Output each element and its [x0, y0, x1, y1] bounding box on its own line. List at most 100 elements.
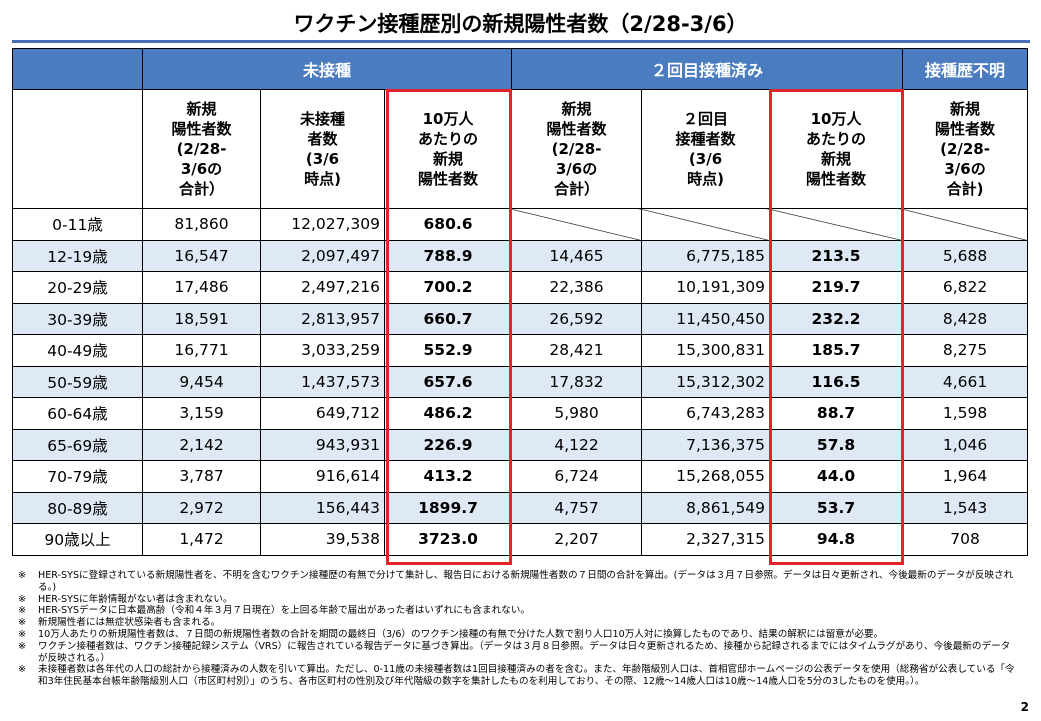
unknown-cases-cell: 6,822 [902, 271, 1029, 304]
header-unknown-new-cases: 新規 陽性者数 (2/28- 3/6の 合計) [902, 89, 1029, 209]
footnote: ※ HER-SYSに登録されている新規陽性者を、不明を含むワクチン接種歴の有無で分… [18, 570, 1018, 594]
second-rate-cell: 44.0 [769, 460, 904, 493]
second-population-cell [641, 208, 771, 241]
footnote-text: 未接種者数は各年代の人口の総計から接種済みの人数を引いて算出。ただし、0-11歳… [38, 664, 1015, 688]
age-cell: 40-49歳 [12, 334, 143, 367]
second-population-cell: 11,450,450 [641, 302, 771, 335]
footnote: ※ 未接種者数は各年代の人口の総計から接種済みの人数を引いて算出。ただし、0-11… [18, 664, 1018, 688]
unvax-population-cell: 943,931 [260, 428, 385, 461]
unvax-cases-cell: 17,486 [142, 271, 261, 304]
title-underline [12, 40, 1030, 43]
table-row: 80-89歳 2,972 156,443 1899.7 4,757 8,861,549 53… [12, 491, 1029, 524]
unvax-rate-cell: 700.2 [383, 271, 513, 304]
age-cell: 70-79歳 [12, 460, 143, 493]
unvax-population-cell: 2,497,216 [260, 271, 385, 304]
unvax-rate-cell: 486.2 [383, 397, 513, 430]
second-rate-cell [769, 208, 904, 241]
unknown-cases-cell: 1,543 [902, 491, 1029, 524]
second-population-cell: 2,327,315 [641, 523, 771, 556]
second-rate-cell: 219.7 [769, 271, 904, 304]
second-cases-cell: 2,207 [511, 523, 643, 556]
second-population-cell: 6,743,283 [641, 397, 771, 430]
footnote: ※ HER-SYSデータに日本最高齢（令和４年３月７日現在）を上回る年齢で届出があ… [18, 605, 1018, 617]
sub-header-row: 新規 陽性者数 (2/28- 3/6の 合計） 未接種 者数 (3/6 時点) … [12, 89, 1029, 209]
second-cases-cell: 28,421 [511, 334, 643, 367]
second-population-cell: 7,136,375 [641, 428, 771, 461]
unknown-cases-cell: 8,428 [902, 302, 1029, 335]
second-rate-cell: 53.7 [769, 491, 904, 524]
footnote-mark: ※ [18, 570, 27, 581]
unknown-cases-cell: 1,046 [902, 428, 1029, 461]
footnote-text: HER-SYSデータに日本最高齢（令和４年３月７日現在）を上回る年齢で届出があっ… [38, 605, 530, 617]
footnote: ※ 10万人あたりの新規陽性者数は、７日間の新規陽性者数の合計を期間の最終日（3/… [18, 629, 1018, 641]
page-title: ワクチン接種歴別の新規陽性者数（2/28-3/6） [293, 12, 748, 36]
second-rate-cell: 232.2 [769, 302, 904, 335]
unknown-cases-cell: 708 [902, 523, 1029, 556]
age-cell: 30-39歳 [12, 302, 143, 335]
second-population-cell: 15,268,055 [641, 460, 771, 493]
unvax-population-cell: 649,712 [260, 397, 385, 430]
age-cell: 80-89歳 [12, 491, 143, 524]
second-population-cell: 8,861,549 [641, 491, 771, 524]
group-unvaccinated: 未接種 [141, 48, 513, 90]
second-cases-cell [511, 208, 643, 241]
age-cell: 90歳以上 [12, 523, 143, 556]
table-row: 65-69歳 2,142 943,931 226.9 4,122 7,136,375 57.… [12, 428, 1029, 461]
unvax-population-cell: 916,614 [260, 460, 385, 493]
unvax-population-cell: 2,097,497 [260, 239, 385, 272]
footnote-text: HER-SYSに登録されている新規陽性者を、不明を含むワクチン接種歴の有無で分け… [38, 570, 1014, 593]
age-cell: 0-11歳 [12, 208, 143, 241]
header-second-population: ２回目 接種者数 (3/6 時点) [641, 89, 771, 209]
second-cases-cell: 5,980 [511, 397, 643, 430]
unknown-cases-cell: 1,964 [902, 460, 1029, 493]
second-population-cell: 15,312,302 [641, 365, 771, 398]
second-cases-cell: 26,592 [511, 302, 643, 335]
second-cases-cell: 4,757 [511, 491, 643, 524]
unvax-cases-cell: 16,547 [142, 239, 261, 272]
unvax-cases-cell: 9,454 [142, 365, 261, 398]
unvax-cases-cell: 18,591 [142, 302, 261, 335]
table-row: 30-39歳 18,591 2,813,957 660.7 26,592 11,450,4… [12, 302, 1029, 335]
unvax-cases-cell: 3,159 [142, 397, 261, 430]
unvax-cases-cell: 1,472 [142, 523, 261, 556]
unvax-rate-cell: 413.2 [383, 460, 513, 493]
unvax-cases-cell: 3,787 [142, 460, 261, 493]
footnote-mark: ※ [18, 593, 27, 605]
age-cell: 65-69歳 [12, 428, 143, 461]
unvax-rate-cell: 1899.7 [383, 491, 513, 524]
unvax-rate-cell: 657.6 [383, 365, 513, 398]
unvax-cases-cell: 81,860 [142, 208, 261, 241]
header-unvax-population: 未接種 者数 (3/6 時点) [260, 89, 385, 209]
second-population-cell: 6,775,185 [641, 239, 771, 272]
second-rate-cell: 94.8 [769, 523, 904, 556]
group-unknown: 接種歴不明 [902, 48, 1029, 90]
unknown-cases-cell: 1,598 [902, 397, 1029, 430]
unvax-population-cell: 1,437,573 [260, 365, 385, 398]
unvax-population-cell: 12,027,309 [260, 208, 385, 241]
unvax-population-cell: 2,813,957 [260, 302, 385, 335]
unvax-rate-cell: 660.7 [383, 302, 513, 335]
blank-header-cell [12, 89, 143, 209]
unvax-population-cell: 156,443 [260, 491, 385, 524]
unvax-cases-cell: 2,972 [142, 491, 261, 524]
footnote-text: 10万人あたりの新規陽性者数は、７日間の新規陽性者数の合計を期間の最終日（3/6… [38, 628, 884, 640]
second-rate-cell: 57.8 [769, 428, 904, 461]
table-row: 20-29歳 17,486 2,497,216 700.2 22,386 10,191,3… [12, 271, 1029, 304]
footnote: ※ 新規陽性者には無症状感染者も含まれる。 [18, 617, 1018, 629]
age-cell: 60-64歳 [12, 397, 143, 430]
footnote-mark: ※ [18, 617, 27, 629]
footnote-text: 新規陽性者には無症状感染者も含まれる。 [38, 617, 221, 629]
header-new-cases: 新規 陽性者数 (2/28- 3/6の 合計） [142, 89, 261, 209]
unvax-rate-cell: 552.9 [383, 334, 513, 367]
table-row: 90歳以上 1,472 39,538 3723.0 2,207 2,327,315 94.8… [12, 523, 1029, 556]
table-row: 50-59歳 9,454 1,437,573 657.6 17,832 15,312,30… [12, 365, 1029, 398]
corner-cell [12, 48, 143, 90]
unknown-cases-cell: 8,275 [902, 334, 1029, 367]
table-row: 70-79歳 3,787 916,614 413.2 6,724 15,268,055 44… [12, 460, 1029, 493]
table-row: 60-64歳 3,159 649,712 486.2 5,980 6,743,283 88.… [12, 397, 1029, 430]
footnotes: ※ HER-SYSに登録されている新規陽性者を、不明を含むワクチン接種歴の有無で分… [18, 570, 1018, 688]
second-population-cell: 10,191,309 [641, 271, 771, 304]
group-second-dose: ２回目接種済み [511, 48, 904, 90]
footnote-mark: ※ [18, 605, 27, 617]
footnote-mark: ※ [18, 640, 27, 652]
